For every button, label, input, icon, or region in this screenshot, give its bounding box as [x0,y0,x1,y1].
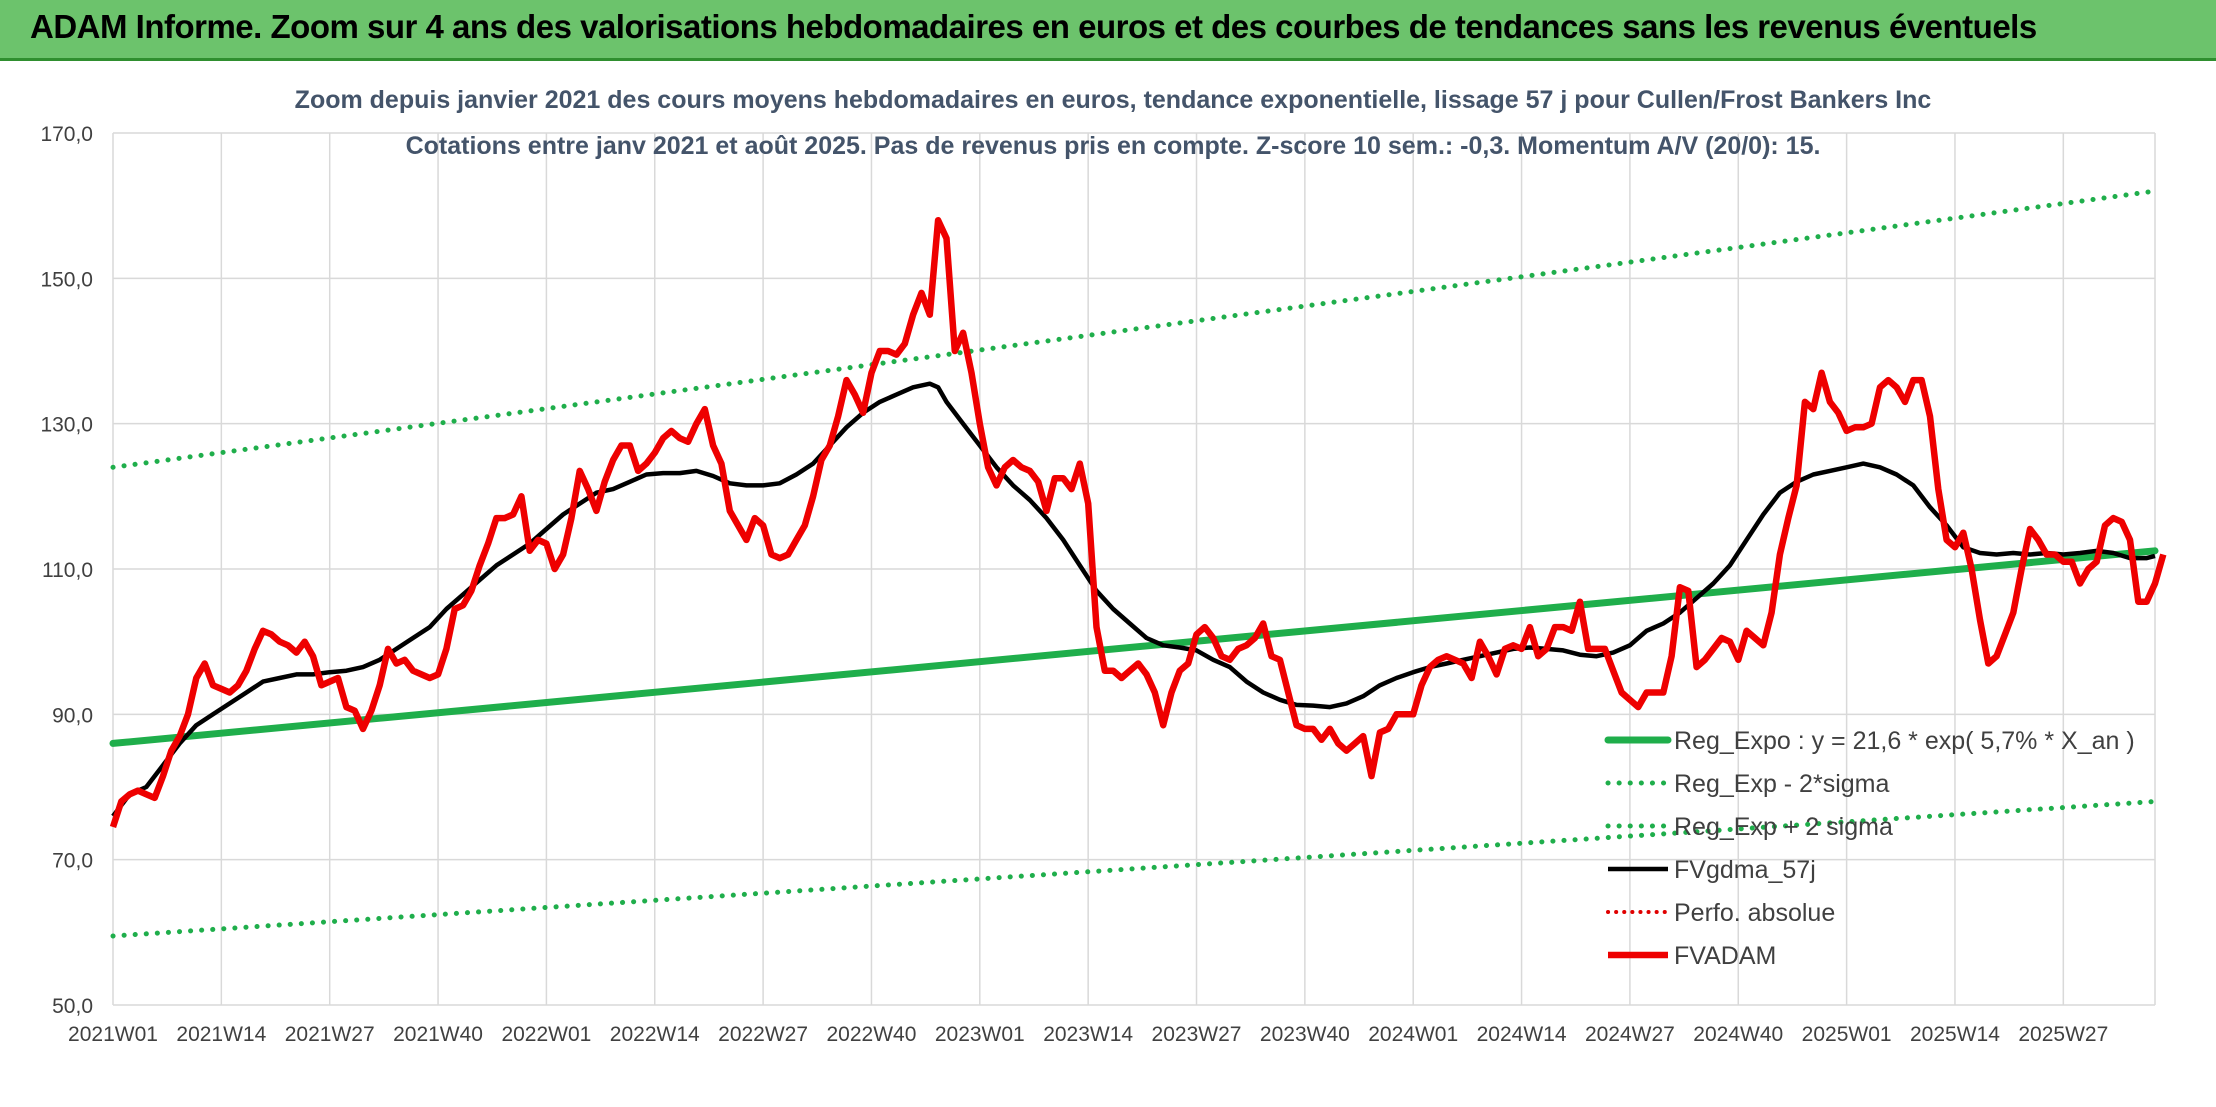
x-tick-label: 2023W14 [1043,1023,1133,1046]
legend-label: FVADAM [1674,942,1776,970]
series-line-fvadam [109,216,2167,829]
series-line-fvgdma-57j [111,381,2156,818]
report-title: ADAM Informe. Zoom sur 4 ans des valoris… [30,8,2037,45]
legend-label: Reg_Exp - 2*sigma [1674,770,1889,798]
chart-title: Zoom depuis janvier 2021 des cours moyen… [295,86,1932,114]
report-banner: ADAM Informe. Zoom sur 4 ans des valoris… [0,0,2216,61]
x-tick-label: 2023W01 [935,1023,1025,1046]
y-tick-label: 110,0 [42,559,93,582]
x-tick-label: 2025W27 [2018,1023,2108,1046]
chart-legend: Reg_Expo : y = 21,6 * exp( 5,7% * X_an )… [1604,727,2135,970]
legend-label: Reg_Expo : y = 21,6 * exp( 5,7% * X_an ) [1674,727,2135,755]
x-tick-label: 2021W40 [393,1023,483,1046]
x-tick-label: 2022W27 [718,1023,808,1046]
x-tick-label: 2023W40 [1260,1023,1350,1046]
series-layer [109,188,2167,939]
grid-layer [112,132,2156,1006]
x-tick-label: 2024W27 [1585,1023,1675,1046]
legend-label: Reg_Exp + 2 sigma [1674,813,1893,841]
legend-item: Reg_Exp - 2*sigma [1605,770,1889,798]
x-tick-label: 2022W40 [827,1023,917,1046]
y-tick-label: 170,0 [40,123,93,146]
legend-item: Perfo. absolue [1606,899,1835,927]
legend-item: FVgdma_57j [1608,856,1816,884]
chart-svg: 50,0 70,0 90,0 110,0 130,0 150,0 170,0 2021W01 2… [40,86,2167,1046]
chart-frame: 50,0 70,0 90,0 110,0 130,0 150,0 170,0 2021W01 2… [0,61,2216,1102]
series-line-reg-expo-y-21-6-exp-5-7-x-an [109,547,2159,747]
axis-layer: 50,0 70,0 90,0 110,0 130,0 150,0 170,0 2021W01 2… [40,123,2108,1046]
x-tick-label: 2024W40 [1693,1023,1783,1046]
x-tick-label: 2022W14 [610,1023,700,1046]
x-tick-label: 2024W01 [1368,1023,1458,1046]
legend-label: Perfo. absolue [1674,899,1835,927]
x-tick-label: 2025W01 [1802,1023,1892,1046]
x-tick-label: 2023W27 [1152,1023,1242,1046]
x-tick-label: 2025W14 [1910,1023,2000,1046]
legend-label: FVgdma_57j [1674,856,1816,884]
legend-item: Reg_Expo : y = 21,6 * exp( 5,7% * X_an ) [1604,727,2135,755]
series-line-reg-exp-2-sigma [110,799,2158,939]
legend-item: FVADAM [1608,942,1776,970]
series-line-reg-exp-2-sigma [110,188,2158,470]
x-tick-label: 2021W14 [176,1023,266,1046]
y-tick-label: 70,0 [52,850,93,873]
y-tick-label: 130,0 [40,414,93,437]
x-tick-label: 2022W01 [501,1023,591,1046]
x-tick-label: 2024W14 [1477,1023,1567,1046]
x-tick-label: 2021W27 [285,1023,375,1046]
y-tick-label: 90,0 [52,704,93,727]
y-tick-label: 150,0 [40,268,93,291]
x-tick-label: 2021W01 [68,1023,158,1046]
legend-item: Reg_Exp + 2 sigma [1605,813,1893,841]
y-tick-label: 50,0 [52,995,93,1018]
chart-subtitle: Cotations entre janv 2021 et août 2025. … [406,132,1821,160]
